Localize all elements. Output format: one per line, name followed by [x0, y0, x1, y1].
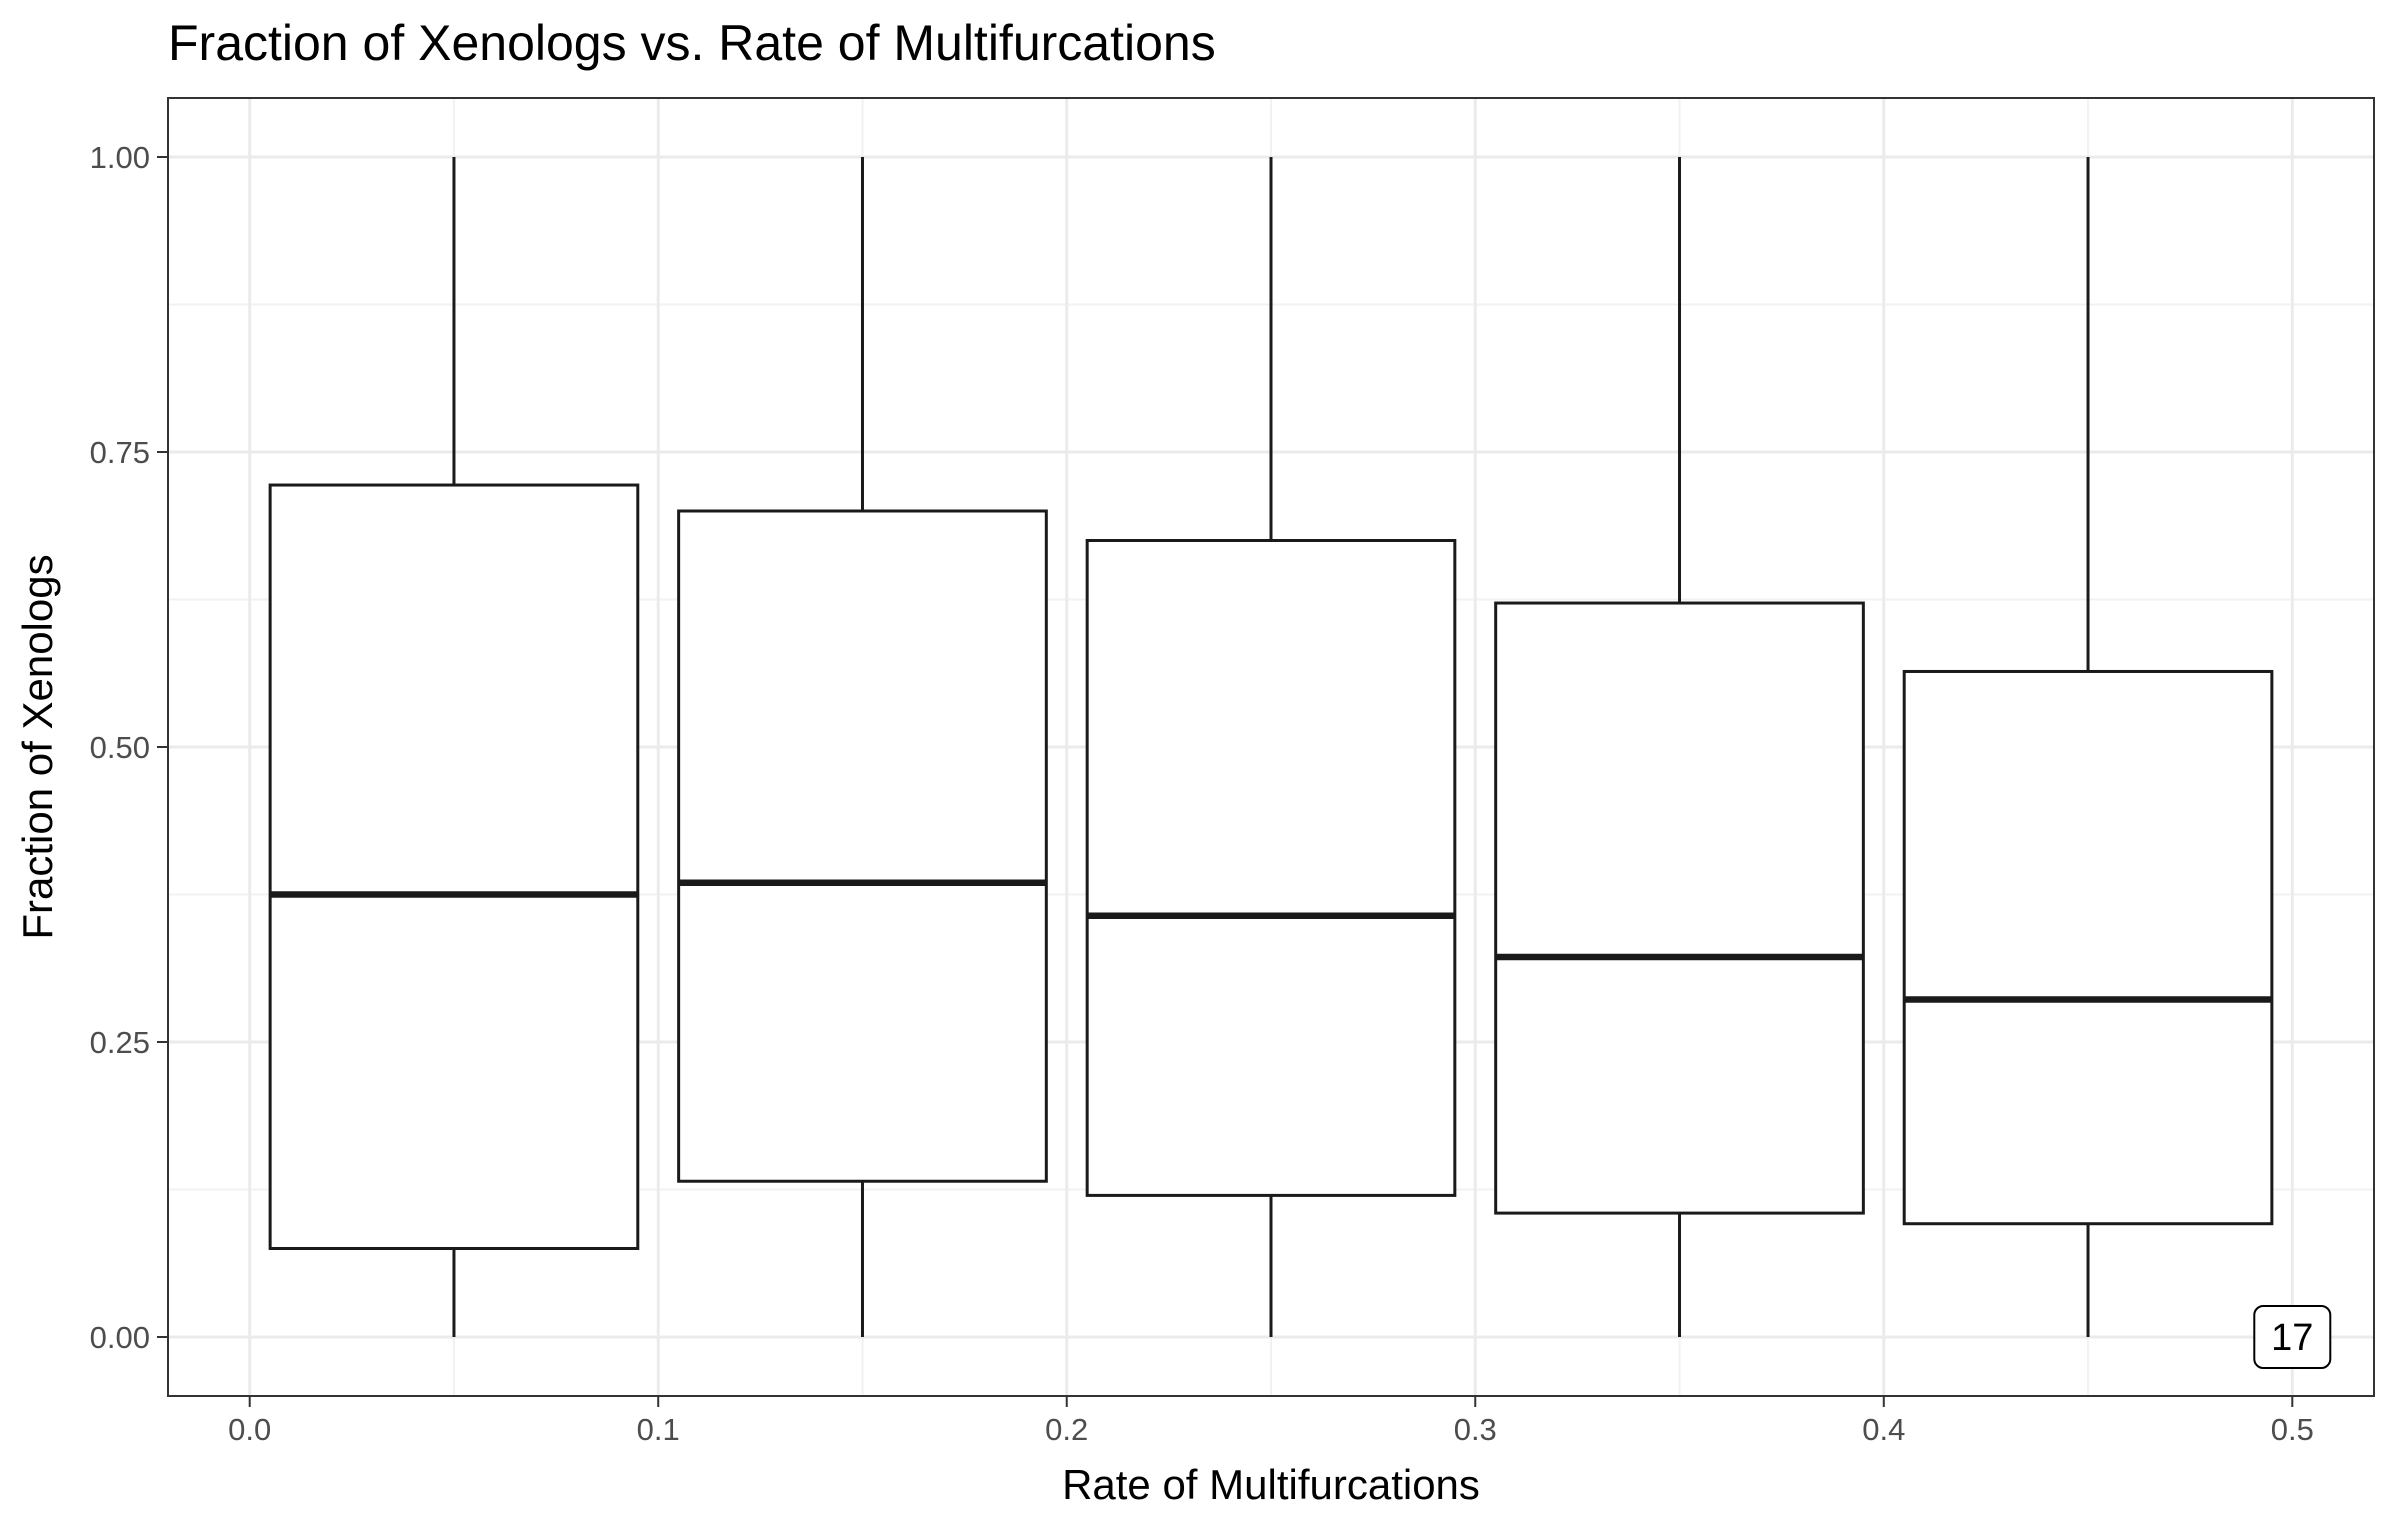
- x-axis: 0.0 0.1 0.2 0.3 0.4 0.5: [228, 1396, 2314, 1447]
- y-tick-label: 1.00: [90, 140, 150, 175]
- box-group-4: [1494, 157, 1865, 1337]
- box-group-1: [268, 157, 640, 1337]
- x-tick-label: 0.3: [1454, 1412, 1497, 1447]
- annotation-layer: 17: [2253, 1305, 2332, 1369]
- y-tick-label: 0.75: [90, 435, 150, 470]
- annotation-badge: [2253, 1305, 2332, 1369]
- box-iqr: [1902, 669, 2274, 1226]
- box-iqr: [677, 509, 1048, 1183]
- x-tick-label: 0.0: [228, 1412, 271, 1447]
- box-group-3: [1085, 157, 1457, 1337]
- box-iqr: [268, 483, 640, 1251]
- chart-title: Fraction of Xenologs vs. Rate of Multifu…: [168, 15, 1216, 71]
- y-axis: 0.00 0.25 0.50 0.75 1.00: [90, 140, 168, 1355]
- y-tick-label: 0.00: [90, 1320, 150, 1355]
- y-axis-label: Fraction of Xenologs: [14, 554, 61, 939]
- box-group-5: [1902, 157, 2274, 1337]
- x-axis-label: Rate of Multifurcations: [1062, 1461, 1480, 1508]
- boxes-layer: [268, 157, 2274, 1337]
- annotation-text: 17: [2271, 1317, 2313, 1359]
- y-tick-label: 0.50: [90, 730, 150, 765]
- x-tick-label: 0.1: [637, 1412, 680, 1447]
- box-iqr: [1494, 601, 1865, 1215]
- x-tick-label: 0.4: [1862, 1412, 1905, 1447]
- x-tick-label: 0.2: [1045, 1412, 1088, 1447]
- x-tick-label: 0.5: [2271, 1412, 2314, 1447]
- y-tick-label: 0.25: [90, 1025, 150, 1060]
- box-iqr: [1085, 539, 1457, 1197]
- box-group-2: [677, 157, 1048, 1337]
